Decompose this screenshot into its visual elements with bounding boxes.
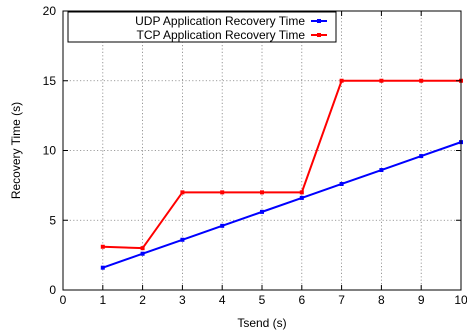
y-axis-label: Recovery Time (s) [9,102,23,199]
data-point [419,154,424,159]
data-point [140,246,145,251]
data-point [379,168,384,173]
data-point [180,190,185,195]
data-point [339,181,344,186]
x-tick-label: 4 [219,293,226,307]
x-tick-label: 8 [378,293,385,307]
data-point [299,190,304,195]
data-point [379,78,384,83]
series-udp [100,140,463,270]
x-axis-label: Tsend (s) [237,316,286,330]
x-tick-label: 6 [298,293,305,307]
series-line [102,141,462,269]
grid [63,11,461,290]
data-point [339,78,344,83]
x-tick-label: 7 [338,293,345,307]
x-tick-label: 1 [99,293,106,307]
x-tick-label: 2 [139,293,146,307]
data-point [299,195,304,200]
x-tick-label: 10 [454,293,467,307]
data-point [220,223,225,228]
series-tcp [100,78,463,251]
y-tick-label: 0 [49,283,56,297]
series-layer [100,78,463,270]
data-point [180,237,185,242]
x-tick-label: 3 [179,293,186,307]
x-tick-label: 0 [60,293,67,307]
x-tick-label: 9 [418,293,425,307]
legend-swatch-marker [317,33,321,37]
data-point [260,190,264,195]
y-tick-label: 10 [43,144,57,158]
legend-label-udp: UDP Application Recovery Time [135,14,305,28]
legend-box [67,11,337,43]
legend: UDP Application Recovery Time TCP Applic… [67,11,337,43]
data-point [100,265,105,270]
data-point [419,78,424,83]
data-point [260,209,264,214]
x-tick-label: 5 [259,293,266,307]
legend-label-tcp: TCP Application Recovery Time [136,28,305,42]
y-tick-label: 5 [49,213,56,227]
data-point [140,251,145,256]
series-line [102,79,461,250]
legend-swatch-marker [317,19,321,23]
axis-ticks: 0 1 2 3 4 5 6 7 8 9 10 0 5 10 15 20 [43,4,467,307]
data-point [100,244,105,249]
y-tick-label: 15 [43,74,57,88]
y-tick-label: 20 [43,4,57,18]
data-point [220,190,225,195]
